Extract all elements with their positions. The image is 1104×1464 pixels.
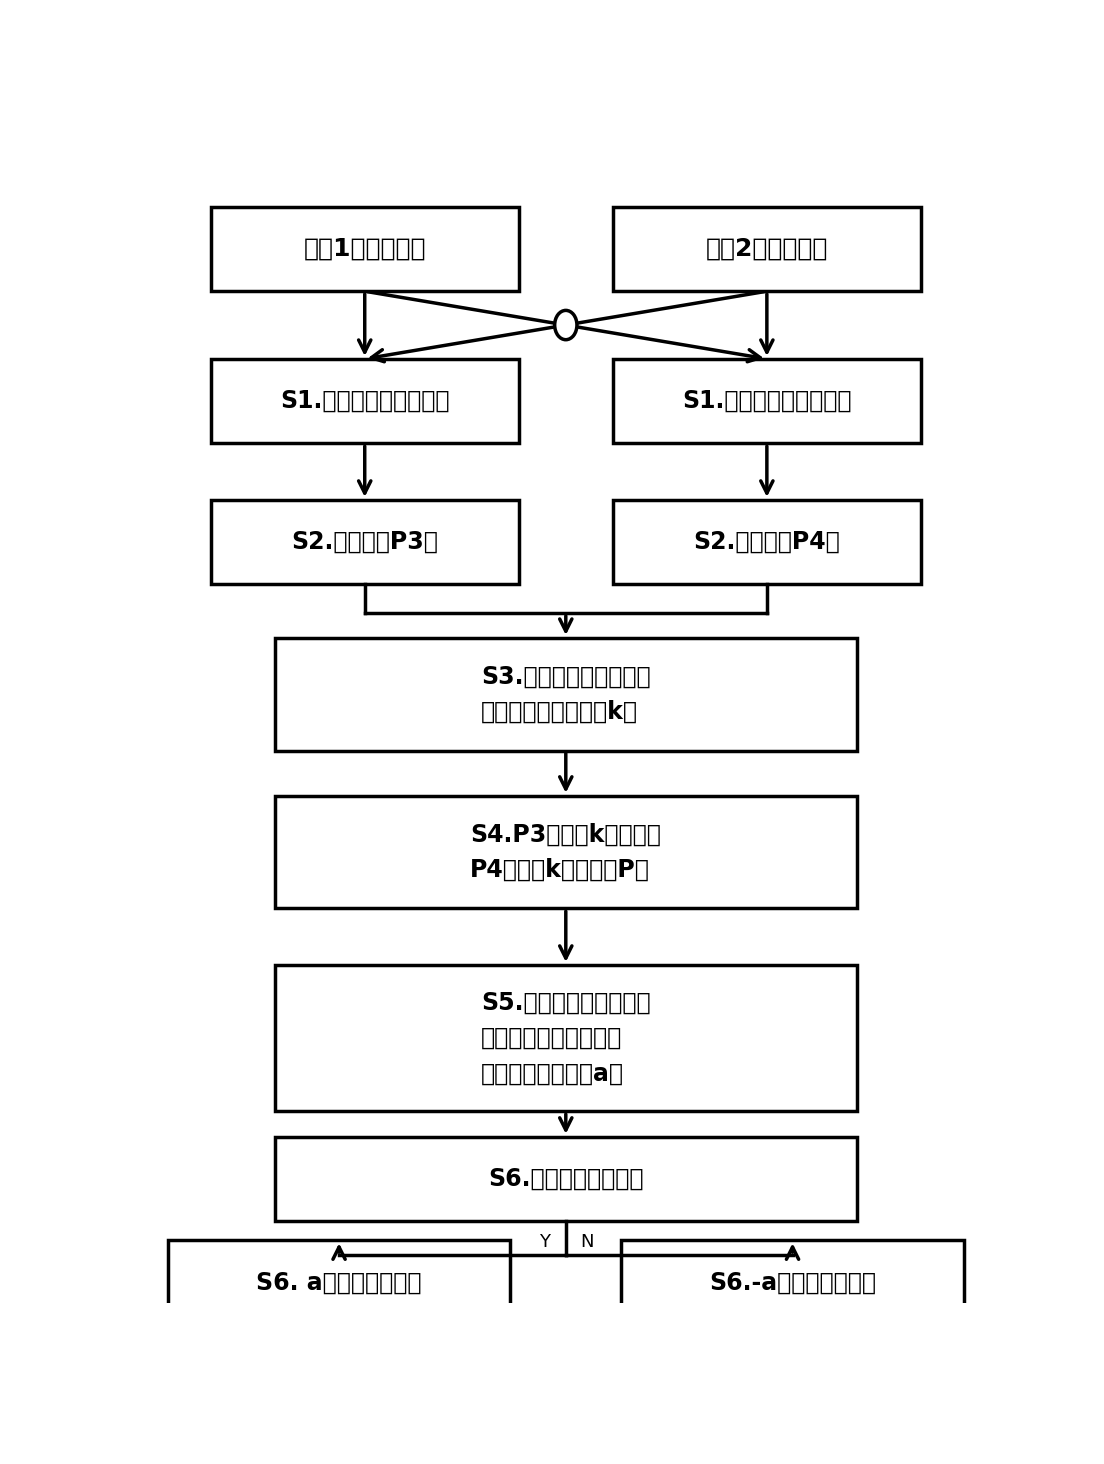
Text: S1.两个时域信号相加；: S1.两个时域信号相加； [682,389,851,413]
Bar [622,1240,964,1325]
Bar [211,359,519,444]
Text: S3.进行恒虚警检测，得
到目标在频谱中位置k；: S3.进行恒虚警检测，得 到目标在频谱中位置k； [481,665,650,723]
Text: S5.求模值，根据模值求
得相位差，根据相位差
求得所需要的角度a；: S5.求模值，根据模值求 得相位差，根据相位差 求得所需要的角度a； [481,991,650,1085]
Text: S6.-a即为所求角度；: S6.-a即为所求角度； [709,1271,877,1294]
Text: Y: Y [539,1233,550,1250]
Text: S2.求得频谱P3；: S2.求得频谱P3； [291,530,438,553]
Text: S2.求得频谱P4；: S2.求得频谱P4； [693,530,840,553]
Bar [168,1240,510,1325]
Text: S1.两个时域信号相减；: S1.两个时域信号相减； [280,389,449,413]
Text: N: N [581,1233,594,1250]
Text: 天线2时域信号；: 天线2时域信号； [705,237,828,261]
Bar [275,965,857,1111]
Text: S6. a即为所求角度；: S6. a即为所求角度； [256,1271,422,1294]
Bar [613,359,921,444]
Bar [613,206,921,291]
Bar [211,206,519,291]
Text: S4.P3中位置k数值除以
P4中位置k数值得到P；: S4.P3中位置k数值除以 P4中位置k数值得到P； [470,823,661,881]
Bar [613,499,921,584]
Text: S6.虚部是否为负数；: S6.虚部是否为负数； [488,1167,644,1190]
Bar [275,638,857,751]
Text: 天线1时域信号；: 天线1时域信号； [304,237,426,261]
Bar [275,1136,857,1221]
Circle shape [554,310,577,340]
Bar [275,796,857,908]
Bar [211,499,519,584]
